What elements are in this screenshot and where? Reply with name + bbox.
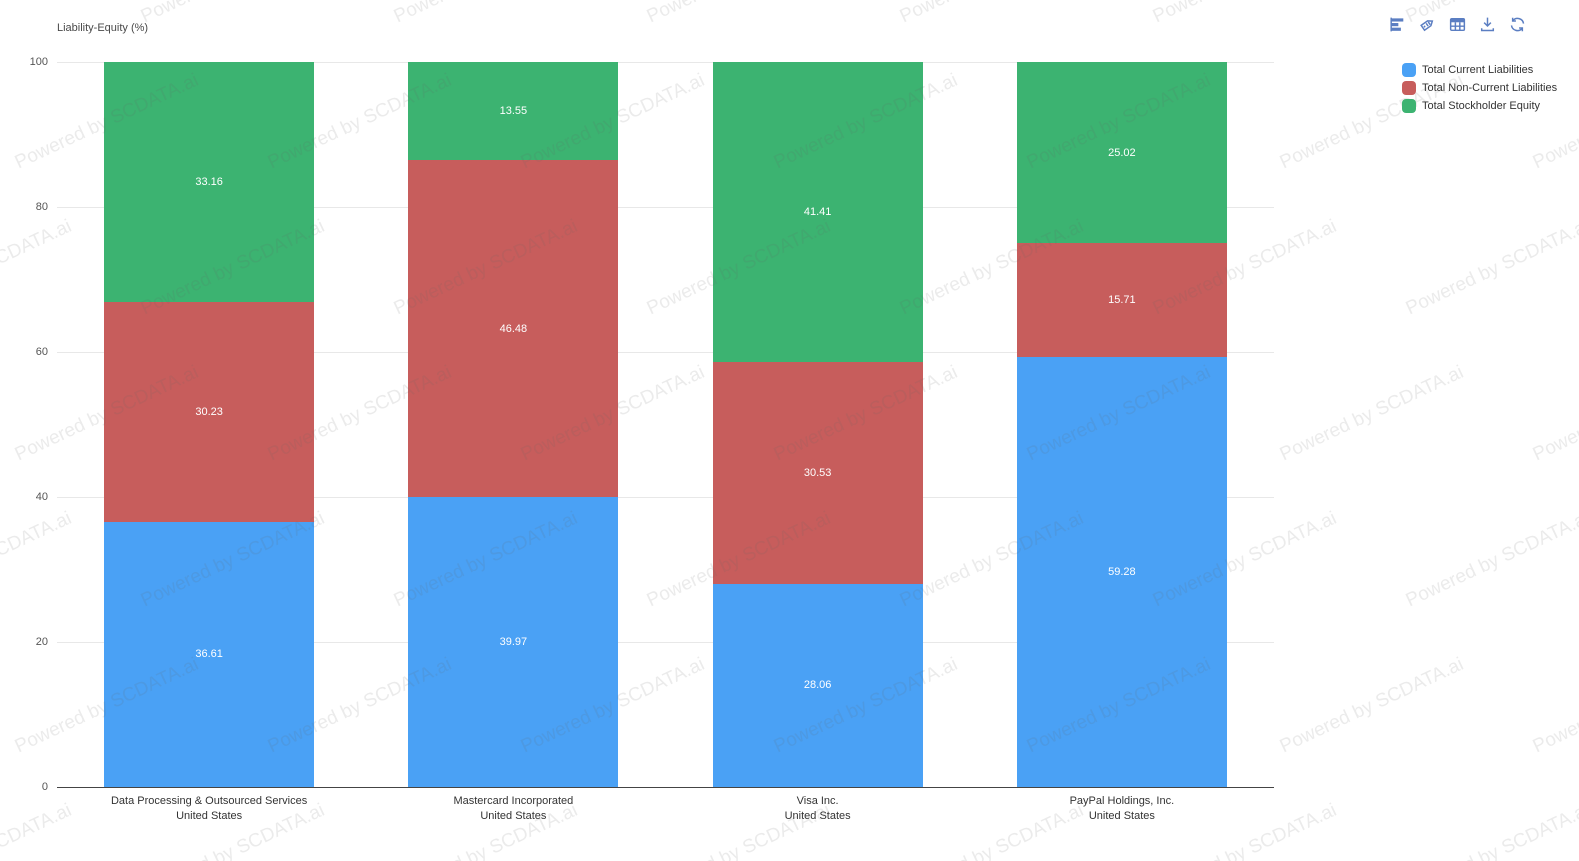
bar-value-label: 28.06	[803, 679, 832, 692]
bar-value-label: 13.55	[499, 105, 528, 118]
legend-label: Total Non-Current Liabilities	[1422, 82, 1558, 94]
bar-segment[interactable]	[712, 362, 923, 584]
chart-toolbar	[1386, 13, 1529, 36]
legend-label: Total Stockholder Equity	[1422, 100, 1541, 112]
gridline	[57, 207, 1274, 208]
legend-label: Total Current Liabilities	[1422, 64, 1534, 76]
bar-segment[interactable]	[104, 521, 315, 787]
y-tick-label: 20	[35, 636, 48, 648]
x-axis-label: Data Processing & Outsourced Services Uni…	[110, 795, 308, 822]
bar-value-label: 36.61	[195, 648, 223, 661]
bar-segment[interactable]	[1016, 357, 1227, 787]
bar-segment[interactable]	[1016, 61, 1227, 244]
y-tick-label: 100	[29, 56, 48, 68]
bar-segment[interactable]	[408, 160, 619, 498]
bar-value-label: 30.23	[195, 405, 223, 418]
legend-item[interactable]: Total Stockholder Equity	[1402, 97, 1557, 115]
x-axis-line	[57, 787, 1274, 788]
bar-segment[interactable]	[408, 497, 619, 787]
table-icon[interactable]	[1446, 13, 1469, 36]
x-axis-label: Visa Inc. United States	[784, 795, 851, 822]
y-tick-label: 0	[41, 781, 48, 793]
bar-value-label: 15.71	[1108, 294, 1136, 307]
bar-segment[interactable]	[104, 62, 315, 303]
bar-chart-icon[interactable]	[1386, 13, 1409, 36]
gridline	[57, 642, 1274, 643]
download-icon[interactable]	[1476, 13, 1499, 36]
legend-swatch	[1402, 99, 1416, 113]
y-tick-label: 60	[35, 346, 48, 358]
bar-segment[interactable]	[712, 62, 923, 363]
x-axis-label: PayPal Holdings, Inc. United States	[1069, 795, 1175, 822]
refresh-icon[interactable]	[1506, 13, 1529, 36]
bar-value-label: 41.41	[803, 206, 832, 219]
y-tick-label: 80	[35, 201, 48, 213]
legend-item[interactable]: Total Current Liabilities	[1402, 61, 1557, 79]
bar-value-label: 46.48	[499, 322, 528, 335]
y-axis-title: Liability-Equity (%)	[57, 22, 149, 34]
legend: Total Current Liabilities Total Non-Curre…	[1402, 61, 1557, 115]
bar-value-label: 33.16	[195, 176, 223, 189]
bar-value-label: 59.28	[1108, 566, 1136, 579]
legend-swatch	[1402, 63, 1416, 77]
gridline	[57, 352, 1274, 353]
x-axis-label: Mastercard Incorporated United States	[453, 795, 574, 822]
gridline	[57, 497, 1274, 498]
bar-value-label: 25.02	[1108, 146, 1136, 159]
legend-swatch	[1402, 81, 1416, 95]
bar-segment[interactable]	[408, 62, 619, 161]
gridline	[57, 62, 1274, 63]
bar-value-label: 30.53	[803, 466, 832, 479]
bar-value-label: 39.97	[499, 636, 528, 649]
tag-icon[interactable]	[1416, 13, 1439, 36]
y-tick-label: 40	[35, 491, 48, 503]
legend-item[interactable]: Total Non-Current Liabilities	[1402, 79, 1557, 97]
bar-segment[interactable]	[1016, 243, 1227, 358]
bar-segment[interactable]	[712, 583, 923, 787]
bar-segment[interactable]	[104, 302, 315, 522]
